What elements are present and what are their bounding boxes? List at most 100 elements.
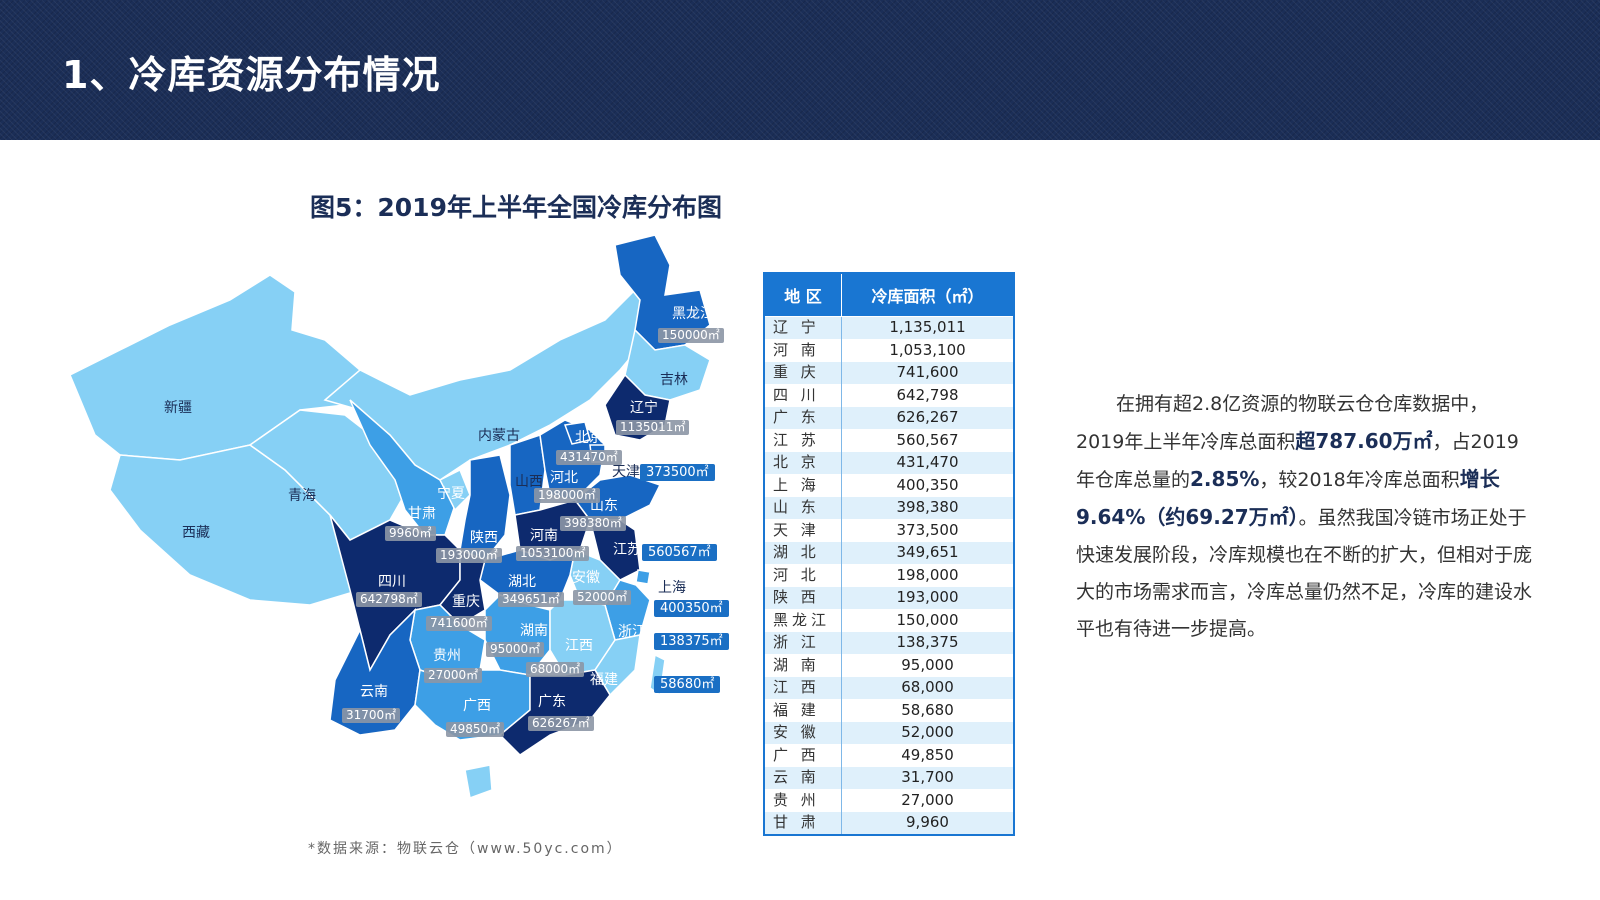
cell-region: 陕 西	[764, 586, 842, 609]
cold-storage-table: 地 区 冷库面积（㎡） 辽 宁 1,135,011 河 南 1,053,100 重 …	[763, 272, 1015, 836]
cell-region: 辽 宁	[764, 316, 842, 339]
table-row: 湖 南 95,000	[764, 653, 1014, 677]
cell-region: 湖 南	[764, 653, 842, 677]
label-ningxia: 宁夏	[437, 486, 465, 502]
cell-area: 193,000	[841, 586, 1014, 609]
cell-region: 云 南	[764, 766, 842, 789]
value-zhejiang: 138375㎡	[654, 633, 729, 650]
label-qinghai: 青海	[288, 488, 316, 504]
label-guangxi: 广西	[463, 698, 491, 714]
value-shandong: 398380㎡	[560, 516, 626, 531]
cell-region: 上 海	[764, 473, 842, 497]
label-guangdong: 广东	[538, 694, 566, 710]
table-row: 河 南 1,053,100	[764, 338, 1014, 362]
cell-region: 山 东	[764, 496, 842, 519]
value-guizhou: 27000㎡	[424, 668, 483, 683]
label-neimenggu: 内蒙古	[478, 428, 520, 444]
label-jiangsu: 江苏	[613, 542, 641, 558]
header-banner: 1、冷库资源分布情况	[0, 0, 1600, 140]
table-row: 云 南 31,700	[764, 766, 1014, 789]
label-tianjin: 天津	[612, 464, 640, 480]
value-sichuan: 642798㎡	[356, 592, 422, 607]
value-beijing: 431470㎡	[556, 450, 622, 465]
cell-region: 北 京	[764, 451, 842, 474]
table-row: 天 津 373,500	[764, 518, 1014, 542]
cell-region: 甘 肃	[764, 811, 842, 835]
table-row: 重 庆 741,600	[764, 361, 1014, 384]
value-jiangsu: 560567㎡	[642, 544, 717, 561]
cell-region: 安 徽	[764, 721, 842, 744]
cell-area: 741,600	[841, 361, 1014, 384]
table-row: 河 北 198,000	[764, 563, 1014, 587]
table-row: 安 徽 52,000	[764, 721, 1014, 744]
label-jiangxi: 江西	[565, 638, 593, 654]
value-hunan: 95000㎡	[486, 642, 545, 657]
highlight-total-area: 超787.60万㎡	[1295, 429, 1433, 453]
cell-region: 四 川	[764, 383, 842, 407]
value-shanghai: 400350㎡	[654, 600, 729, 617]
cell-region: 贵 州	[764, 788, 842, 812]
cell-region: 福 建	[764, 698, 842, 722]
table-row: 陕 西 193,000	[764, 586, 1014, 609]
cell-region: 天 津	[764, 518, 842, 542]
label-hubei: 湖北	[508, 574, 536, 590]
label-hebei: 河北	[550, 470, 578, 486]
label-shanxi: 山西	[515, 474, 543, 490]
cell-area: 626,267	[841, 406, 1014, 429]
value-heilongjiang: 150000㎡	[658, 328, 724, 343]
label-yunnan: 云南	[360, 684, 388, 700]
data-source-note: *数据来源：物联云仓（www.50yc.com）	[308, 841, 623, 857]
value-fujian: 58680㎡	[654, 676, 721, 693]
table-row: 福 建 58,680	[764, 698, 1014, 722]
label-xizang: 西藏	[182, 525, 210, 541]
cell-area: 400,350	[841, 473, 1014, 497]
label-guizhou: 贵州	[433, 648, 461, 664]
label-shanghai: 上海	[658, 580, 686, 596]
region-hainan	[464, 764, 493, 800]
region-beijing	[563, 421, 591, 445]
china-map: 新疆 西藏 青海 内蒙古 黑龙江 吉林 辽宁 北京 河北 天津 山西 山东 甘肃…	[60, 230, 760, 820]
value-jiangxi: 68000㎡	[526, 662, 585, 677]
value-henan: 1053100㎡	[516, 546, 590, 561]
table-row: 黑龙江 150,000	[764, 608, 1014, 632]
cell-region: 河 北	[764, 563, 842, 587]
table-row: 江 苏 560,567	[764, 428, 1014, 452]
text-segment: ，较2018年冷库总面积	[1259, 469, 1460, 491]
cell-area: 27,000	[841, 788, 1014, 812]
label-liaoning: 辽宁	[630, 400, 658, 416]
highlight-share: 2.85%	[1190, 467, 1260, 491]
value-hebei: 198000㎡	[534, 488, 600, 503]
page-title: 1、冷库资源分布情况	[62, 53, 441, 97]
region-shanghai	[635, 569, 651, 585]
cell-area: 398,380	[841, 496, 1014, 519]
cell-region: 江 西	[764, 676, 842, 699]
value-hubei: 349651㎡	[498, 592, 564, 607]
value-gansu: 9960㎡	[385, 526, 436, 541]
column-header-area: 冷库面积（㎡）	[841, 273, 1014, 317]
cell-area: 349,651	[841, 541, 1014, 564]
text-segment: ，占2019年仓库总量的	[1076, 431, 1519, 491]
cell-area: 52,000	[841, 721, 1014, 744]
table-row: 甘 肃 9,960	[764, 811, 1014, 835]
label-anhui: 安徽	[572, 570, 600, 586]
label-xinjiang: 新疆	[164, 400, 192, 416]
cell-area: 31,700	[841, 766, 1014, 789]
label-beijing: 北京	[575, 430, 603, 446]
cell-region: 河 南	[764, 338, 842, 362]
value-guangdong: 626267㎡	[528, 716, 594, 731]
text-segment: 。虽然我国冷链市场正处于快速发展阶段，冷库规模也在不断的扩大，但相对于庞大的市场…	[1076, 507, 1533, 640]
label-jilin: 吉林	[660, 372, 688, 388]
highlight-growth: 增长9.64%（约69.27万㎡）	[1076, 467, 1500, 529]
value-liaoning: 1135011㎡	[616, 420, 690, 435]
label-zhejiang: 浙江	[618, 624, 646, 640]
cell-region: 江 苏	[764, 428, 842, 452]
cell-region: 湖 北	[764, 541, 842, 564]
cell-area: 1,053,100	[841, 338, 1014, 362]
cell-area: 560,567	[841, 428, 1014, 452]
table-row: 广 西 49,850	[764, 743, 1014, 767]
cell-area: 58,680	[841, 698, 1014, 722]
label-fujian: 福建	[590, 672, 618, 688]
table-header-row: 地 区 冷库面积（㎡）	[764, 273, 1014, 317]
cell-region: 黑龙江	[764, 608, 842, 632]
column-header-region: 地 区	[764, 273, 842, 317]
